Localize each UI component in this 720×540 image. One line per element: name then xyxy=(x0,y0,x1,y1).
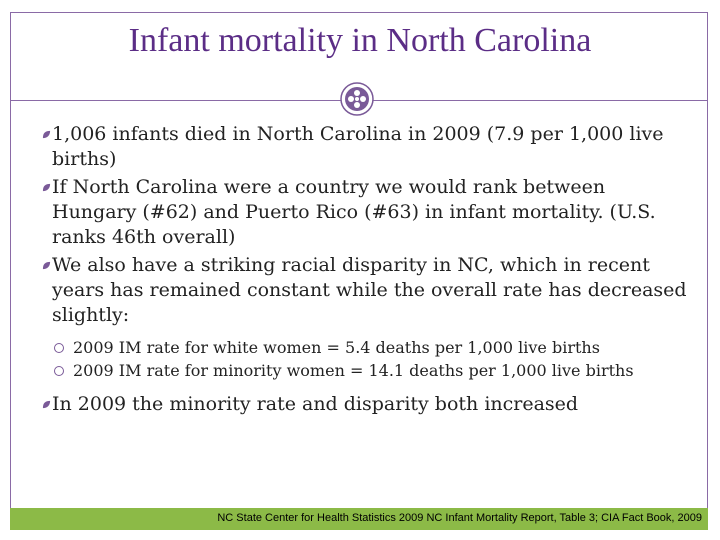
leaf-bullet-icon xyxy=(42,130,51,139)
circle-bullet-icon xyxy=(54,366,64,376)
bullet-item: In 2009 the minority rate and disparity … xyxy=(42,392,694,417)
circle-bullet-icon xyxy=(54,343,64,353)
sub-bullet-list: 2009 IM rate for white women = 5.4 death… xyxy=(44,336,694,382)
leaf-bullet-icon xyxy=(42,183,51,192)
bullet-item: 1,006 infants died in North Carolina in … xyxy=(42,122,694,172)
sub-bullet-item: 2009 IM rate for white women = 5.4 death… xyxy=(44,336,694,359)
bullet-text: We also have a striking racial disparity… xyxy=(52,254,687,326)
ornament-emblem-icon xyxy=(340,82,374,116)
bullet-text: If North Carolina were a country we woul… xyxy=(52,176,656,248)
footer-citation: NC State Center for Health Statistics 20… xyxy=(217,512,702,524)
sub-bullet-text: 2009 IM rate for minority women = 14.1 d… xyxy=(73,361,634,380)
footer-bar: NC State Center for Health Statistics 20… xyxy=(10,508,708,530)
sub-bullet-item: 2009 IM rate for minority women = 14.1 d… xyxy=(44,359,694,382)
bullet-item: If North Carolina were a country we woul… xyxy=(42,175,694,250)
slide-title: Infant mortality in North Carolina xyxy=(128,22,592,59)
sub-bullet-text: 2009 IM rate for white women = 5.4 death… xyxy=(73,338,600,357)
bullet-text: 1,006 infants died in North Carolina in … xyxy=(52,123,664,170)
bullet-item: We also have a striking racial disparity… xyxy=(42,253,694,328)
slide-body: 1,006 infants died in North Carolina in … xyxy=(42,122,694,420)
bullet-text: In 2009 the minority rate and disparity … xyxy=(52,393,579,415)
leaf-bullet-icon xyxy=(42,400,51,409)
leaf-bullet-icon xyxy=(42,261,51,270)
